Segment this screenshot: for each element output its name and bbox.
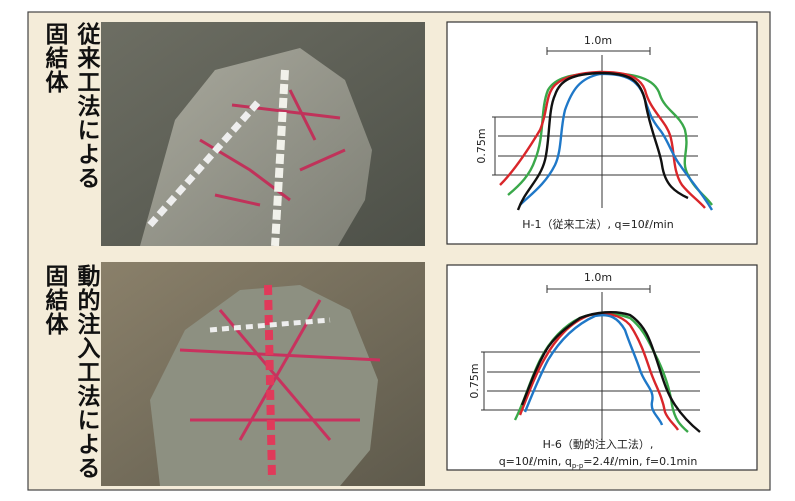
page: 1.0m 0.75m H-1（従来工法）, q=10ℓ/min 1.0m 0.7…: [0, 0, 795, 501]
caption-subscript: p-p: [572, 462, 584, 470]
vertical-label: 固結体: [42, 264, 65, 336]
caption: q=10ℓ/min, qp-p=2.4ℓ/min, f=0.1min: [499, 455, 698, 470]
height-label: 0.75m: [475, 128, 488, 163]
caption-part: =2.4ℓ/min, f=0.1min: [583, 455, 697, 468]
figure: 1.0m 0.75m H-1（従来工法）, q=10ℓ/min 1.0m 0.7…: [0, 0, 795, 501]
height-label: 0.75m: [468, 363, 481, 398]
vertical-label: 固結体: [42, 22, 65, 94]
caption-part: q=10ℓ/min, q: [499, 455, 572, 468]
vertical-label: 従来工法による: [74, 22, 97, 190]
caption: H-6（動的注入工法）,: [543, 437, 654, 451]
diagram: 1.0m 0.75m H-6（動的注入工法）, q=10ℓ/min, qp-p=…: [447, 265, 757, 470]
vertical-label: 動的注入工法による: [74, 264, 97, 480]
scale-label: 1.0m: [584, 34, 612, 47]
diagram: 1.0m 0.75m H-1（従来工法）, q=10ℓ/min: [447, 22, 757, 244]
photo: [101, 22, 425, 246]
photo: [101, 262, 425, 486]
caption: H-1（従来工法）, q=10ℓ/min: [522, 217, 673, 231]
scale-label: 1.0m: [584, 271, 612, 284]
